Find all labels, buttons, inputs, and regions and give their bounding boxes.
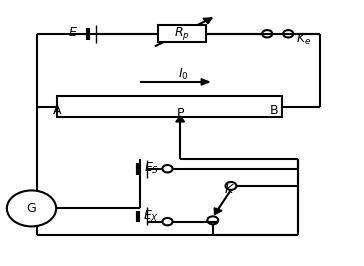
Bar <box>57 97 282 117</box>
Text: $R_p$: $R_p$ <box>174 25 190 42</box>
Text: $K_e$: $K_e$ <box>296 31 311 47</box>
Text: P: P <box>177 107 184 120</box>
Polygon shape <box>203 18 212 24</box>
Polygon shape <box>214 208 222 214</box>
Text: $K$: $K$ <box>223 183 235 196</box>
Text: $E$: $E$ <box>68 26 78 39</box>
Polygon shape <box>176 116 185 122</box>
Text: G: G <box>27 202 36 215</box>
Polygon shape <box>201 79 209 85</box>
Text: $E_X$: $E_X$ <box>143 209 159 224</box>
Text: $E_S$: $E_S$ <box>143 161 159 176</box>
Bar <box>158 25 206 42</box>
Text: $I_0$: $I_0$ <box>178 67 189 82</box>
Text: B: B <box>270 104 279 117</box>
Text: A: A <box>53 104 61 117</box>
